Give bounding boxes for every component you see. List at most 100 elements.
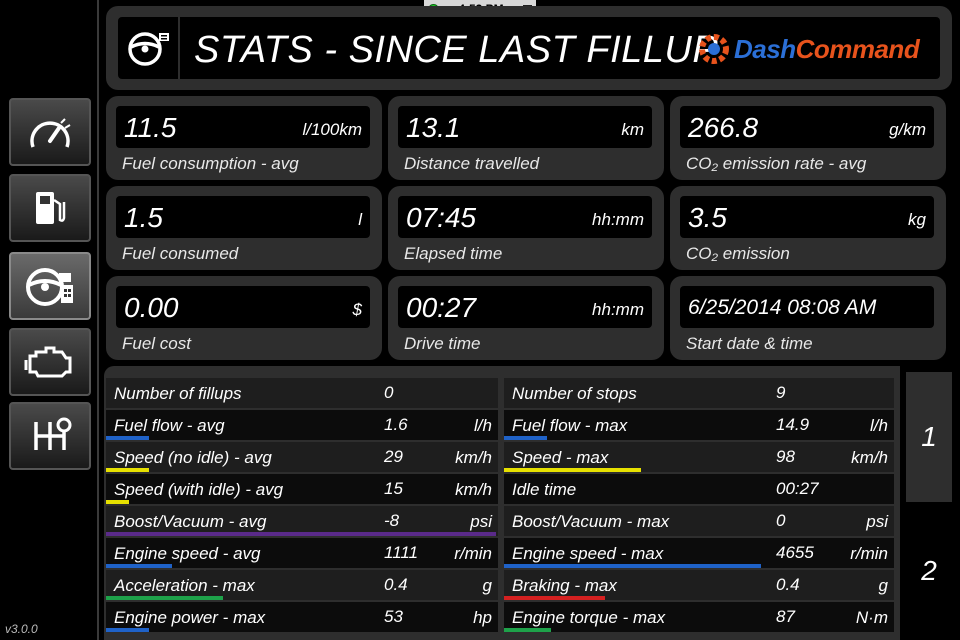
stat-unit: l/100km (302, 120, 362, 139)
row-label: Fuel flow - avg (114, 416, 225, 435)
row-unit: l/h (474, 416, 492, 435)
stat-unit: km (621, 120, 644, 139)
table-row: Boost/Vacuum - max 0 psi (504, 506, 894, 536)
stat-value: 07:45 (406, 202, 477, 233)
row-value: 29 (384, 447, 403, 466)
row-label: Engine power - max (114, 608, 266, 627)
stat-value: 266.8 (688, 112, 759, 143)
sidebar-item-trip-stats[interactable] (9, 252, 91, 320)
stat-value: 00:27 (406, 292, 477, 323)
table-row: Speed - max 98 km/h (504, 442, 894, 472)
table-row: Speed (with idle) - avg 15 km/h (106, 474, 498, 504)
row-value: 87 (776, 607, 795, 626)
table-row: Fuel flow - avg 1.6 l/h (106, 410, 498, 440)
sidebar-item-gauges[interactable] (9, 98, 91, 166)
row-value: 1.6 (384, 415, 408, 434)
stat-value: 11.5 (124, 112, 177, 143)
row-label: Idle time (512, 480, 577, 499)
stats-table: Number of fillups 0 Fuel flow - avg 1.6 l/h S… (104, 366, 900, 640)
row-value: 00:27 (776, 479, 819, 498)
row-unit: km/h (851, 448, 888, 467)
stat-label: CO₂ emission (686, 244, 790, 263)
stat-label: Fuel consumption - avg (122, 154, 299, 173)
row-level-bar (504, 468, 641, 472)
table-row: Number of stops 9 (504, 378, 894, 408)
sidebar-item-fuel[interactable] (9, 174, 91, 242)
version-label: v3.0.0 (5, 622, 38, 636)
stat-unit: kg (908, 210, 926, 229)
row-value: 9 (776, 383, 786, 402)
row-value: 0.4 (384, 575, 408, 594)
stat-card-start-date: 6/25/2014 08:08 AM Start date & time (670, 276, 946, 360)
row-label: Speed (no idle) - avg (114, 448, 272, 467)
stat-unit: hh:mm (592, 210, 644, 229)
stat-card-drive-time: 00:27 hh:mm Drive time (388, 276, 664, 360)
steering-wheel-stats-icon (26, 268, 73, 306)
table-row: Engine speed - max 4655 r/min (504, 538, 894, 568)
row-value: -8 (384, 511, 400, 530)
stat-card-elapsed-time: 07:45 hh:mm Elapsed time (388, 186, 664, 270)
row-unit: km/h (455, 448, 492, 467)
table-row: Engine power - max 53 hp (106, 602, 498, 632)
row-value: 53 (384, 607, 403, 626)
stat-card-co2-emission: 3.5 kg CO₂ emission (670, 186, 946, 270)
row-unit: psi (470, 512, 492, 531)
row-value: 0 (384, 383, 394, 402)
row-unit: km/h (455, 480, 492, 499)
stat-card-fuel-consumption: 11.5 l/100km Fuel consumption - avg (106, 96, 382, 180)
tab-page-2[interactable]: 2 (921, 555, 937, 586)
tab-page-1[interactable]: 1 (906, 372, 952, 502)
row-label: Speed (with idle) - avg (114, 480, 284, 499)
row-level-bar (504, 628, 551, 632)
row-value: 0.4 (776, 575, 800, 594)
sidebar-item-transmission[interactable] (9, 402, 91, 470)
sidebar-item-diagnostics[interactable] (9, 328, 91, 396)
row-level-bar (504, 596, 605, 600)
stat-card-distance: 13.1 km Distance travelled (388, 96, 664, 180)
stat-card-fuel-cost: 0.00 $ Fuel cost (106, 276, 382, 360)
table-row: Acceleration - max 0.4 g (106, 570, 498, 600)
row-unit: r/min (454, 544, 492, 563)
row-unit: r/min (850, 544, 888, 563)
stat-value: 6/25/2014 08:08 AM (688, 296, 877, 319)
stat-label: Drive time (404, 334, 481, 353)
header: STATS - SINCE LAST FILLUP Dash Command (106, 6, 952, 90)
row-label: Braking - max (512, 576, 617, 595)
row-unit: g (878, 576, 888, 595)
row-value: 4655 (776, 543, 814, 562)
stat-card-co2-rate: 266.8 g/km CO₂ emission rate - avg (670, 96, 946, 180)
steering-wheel-header-icon (128, 32, 169, 66)
sidebar-divider (97, 0, 99, 640)
row-label: Boost/Vacuum - max (512, 512, 670, 531)
stat-card-fuel-consumed: 1.5 l Fuel consumed (106, 186, 382, 270)
row-label: Speed - max (512, 448, 609, 467)
logo-text-dash: Dash (734, 33, 796, 64)
engine-icon (24, 346, 72, 378)
row-value: 15 (384, 479, 403, 498)
row-label: Fuel flow - max (512, 416, 628, 435)
row-label: Acceleration - max (114, 576, 255, 595)
row-level-bar (106, 596, 223, 600)
stat-label: Distance travelled (404, 154, 540, 173)
row-value: 1111 (384, 543, 419, 562)
table-row: Number of fillups 0 (106, 378, 498, 408)
row-level-bar (106, 628, 149, 632)
row-level-bar (106, 436, 149, 440)
stat-value: 1.5 (124, 202, 163, 233)
table-row: Engine speed - avg 1111 r/min (106, 538, 498, 568)
stat-label: CO₂ emission rate - avg (686, 154, 867, 173)
stat-label: Elapsed time (404, 244, 503, 263)
stat-value: 13.1 (406, 112, 461, 143)
stat-value: 3.5 (688, 202, 727, 233)
stat-unit: hh:mm (592, 300, 644, 319)
row-unit: N·m (855, 608, 888, 627)
row-unit: hp (473, 608, 492, 627)
row-label: Engine speed - avg (114, 544, 261, 563)
table-row: Braking - max 0.4 g (504, 570, 894, 600)
logo-text-command: Command (795, 33, 920, 64)
stat-value: 0.00 (124, 292, 179, 323)
row-level-bar (504, 436, 547, 440)
row-level-bar (106, 532, 496, 536)
row-level-bar (106, 564, 172, 568)
table-row: Speed (no idle) - avg 29 km/h (106, 442, 498, 472)
